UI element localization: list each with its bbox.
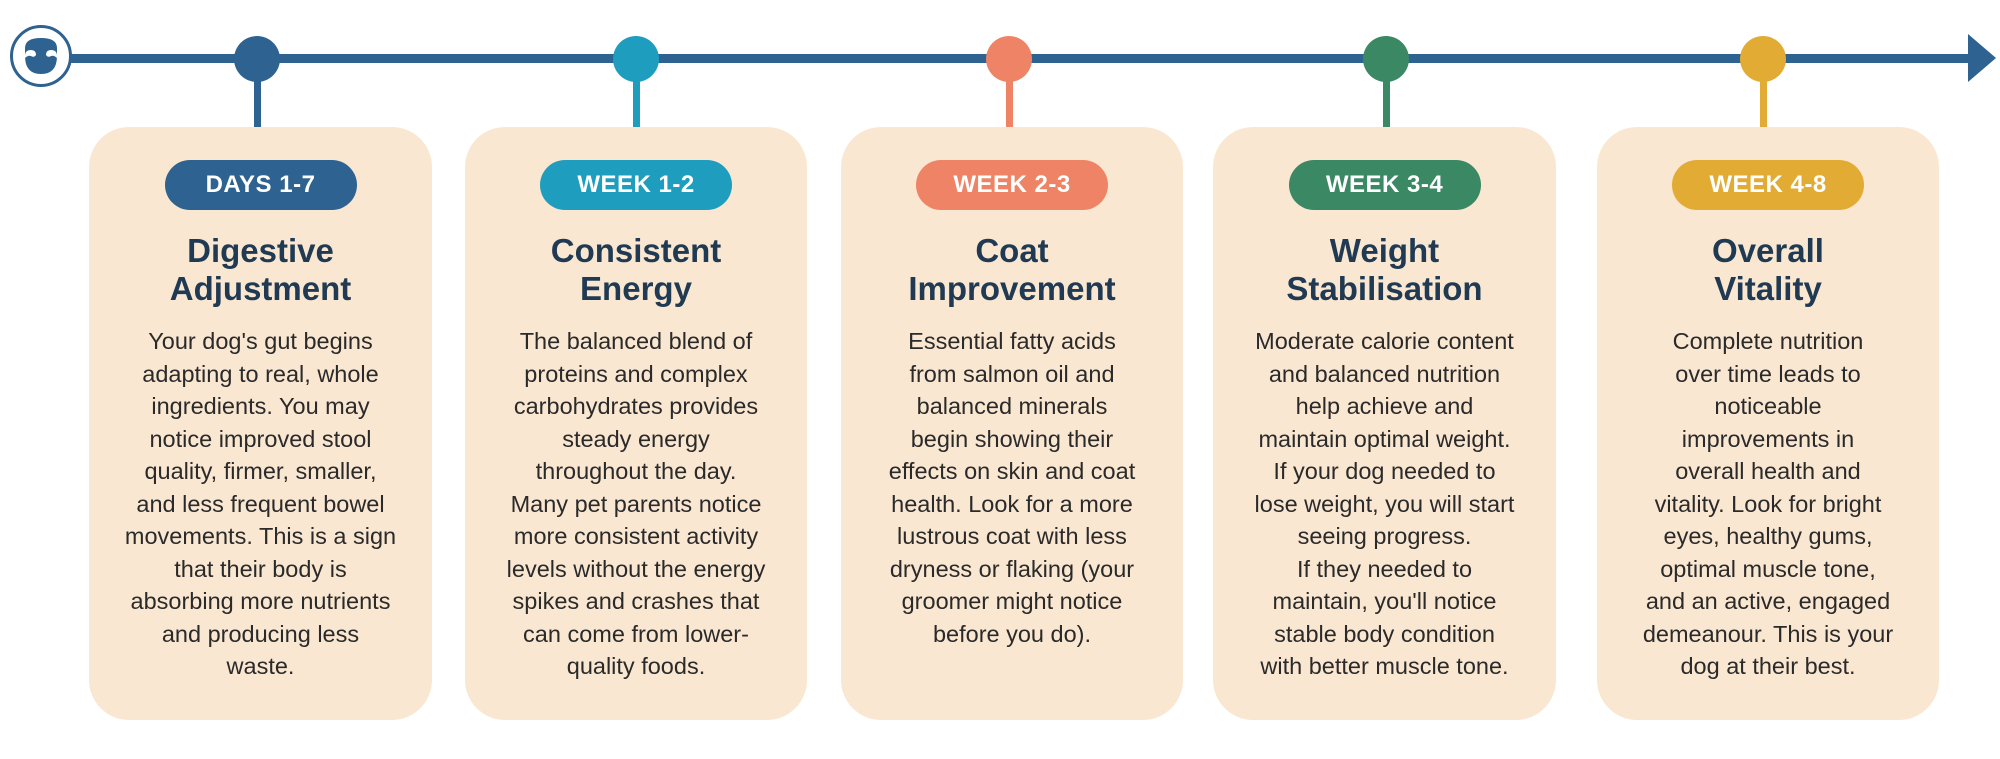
- timeline-stem-3: [1006, 70, 1013, 128]
- stage-badge: WEEK 4-8: [1672, 160, 1864, 210]
- stage-card-1: DAYS 1-7 Digestive Adjustment Your dog's…: [89, 127, 432, 720]
- stage-description: The balanced blend of proteins and compl…: [506, 328, 766, 679]
- stage-badge: WEEK 1-2: [540, 160, 732, 210]
- stage-title: Consistent Energy: [550, 232, 722, 307]
- stage-title: Coat Improvement: [908, 232, 1116, 307]
- stage-description: Essential fatty acids from salmon oil an…: [888, 328, 1136, 647]
- stage-description: Your dog's gut begins adapting to real, …: [124, 328, 397, 679]
- stage-description: Moderate calorie content and balanced nu…: [1254, 328, 1515, 679]
- stage-badge: WEEK 2-3: [916, 160, 1108, 210]
- timeline-stem-4: [1383, 70, 1390, 128]
- stage-card-5: WEEK 4-8 Overall Vitality Complete nutri…: [1597, 127, 1939, 720]
- timeline-stem-2: [633, 70, 640, 128]
- stage-title: Overall Vitality: [1712, 232, 1824, 307]
- stage-title: Digestive Adjustment: [169, 232, 352, 307]
- stage-title: Weight Stabilisation: [1286, 232, 1483, 307]
- timeline-stem-5: [1760, 70, 1767, 128]
- stage-card-2: WEEK 1-2 Consistent Energy The balanced …: [465, 127, 807, 720]
- timeline-stem-1: [254, 70, 261, 128]
- stage-description: Complete nutrition over time leads to no…: [1642, 328, 1894, 679]
- stage-badge: DAYS 1-7: [164, 160, 357, 210]
- stage-badge: WEEK 3-4: [1288, 160, 1481, 210]
- stage-card-4: WEEK 3-4 Weight Stabilisation Moderate c…: [1213, 127, 1556, 720]
- stage-card-3: WEEK 2-3 Coat Improvement Essential fatt…: [841, 127, 1183, 720]
- dog-nose-icon: [10, 25, 72, 87]
- arrow-right-icon: [1968, 34, 1996, 82]
